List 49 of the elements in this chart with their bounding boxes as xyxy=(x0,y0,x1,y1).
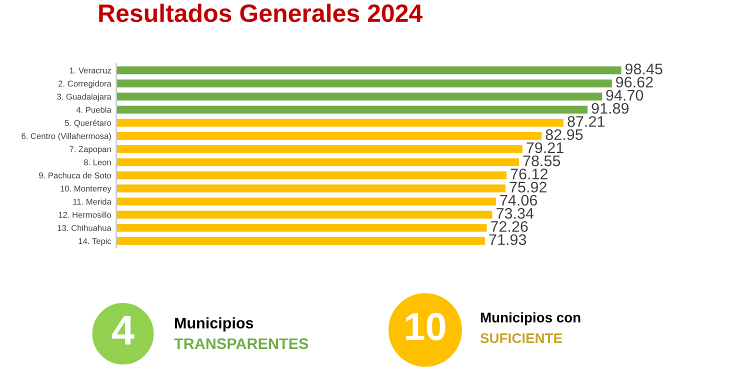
y-tick-label: 5. Querétaro xyxy=(64,120,112,128)
bar xyxy=(116,156,520,168)
data-label: 71.93 xyxy=(489,234,526,246)
bar xyxy=(116,236,486,246)
bar xyxy=(116,118,565,128)
text: Municipios xyxy=(175,317,254,332)
bar xyxy=(116,65,623,76)
text: 4 xyxy=(112,316,134,345)
data-label: 96.62 xyxy=(616,76,653,88)
y-tick-label: 14. Tepic xyxy=(78,238,112,246)
bar xyxy=(116,209,494,220)
data-label: 74.06 xyxy=(500,194,538,206)
data-label: 76.12 xyxy=(510,168,548,180)
text: TRANSPARENTES xyxy=(174,338,308,350)
bar xyxy=(116,222,488,234)
data-label: 75.92 xyxy=(510,182,546,193)
text: 10 xyxy=(406,312,446,340)
data-label: 78.55 xyxy=(523,155,560,166)
y-tick-label: 8. Leon xyxy=(84,159,111,166)
y-tick-label: 6. Centro (Villahermosa) xyxy=(22,132,111,141)
data-label: 82.95 xyxy=(546,129,583,140)
bar xyxy=(116,170,508,181)
data-label: 79.21 xyxy=(526,142,564,154)
bar xyxy=(116,144,524,154)
data-label: 87.21 xyxy=(568,116,604,127)
text: SUFICIENTE xyxy=(480,333,562,344)
bar xyxy=(116,130,544,142)
data-label: 94.70 xyxy=(606,90,644,101)
bar xyxy=(116,78,614,89)
y-tick-label: 7. Zapopan xyxy=(70,146,111,154)
chart-title: Resultados Generales 2024 xyxy=(99,4,423,22)
bar xyxy=(116,91,604,102)
data-label: 73.34 xyxy=(496,208,534,219)
y-tick-label: 11. Merida xyxy=(73,198,112,205)
y-tick-label: 9. Pachuca de Soto xyxy=(39,172,112,178)
bar xyxy=(116,104,589,115)
bar xyxy=(116,183,507,194)
y-tick-label: 3. Guadalajara xyxy=(57,94,112,102)
y-tick-label: 12. Hermosillo xyxy=(58,212,112,218)
y-tick-label: 1. Veracruz xyxy=(70,68,111,74)
bar xyxy=(116,196,498,207)
y-tick-label: 2. Corregidora xyxy=(58,80,112,88)
y-tick-label: 10. Monterrey xyxy=(60,186,112,194)
y-tick-label: 4. Puebla xyxy=(76,106,112,113)
text: Municipios con xyxy=(480,312,580,326)
data-label: 91.89 xyxy=(592,102,629,114)
data-label: 72.26 xyxy=(490,221,528,232)
data-label: 98.45 xyxy=(625,64,662,74)
y-tick-label: 13. Chihuahua xyxy=(58,224,112,231)
